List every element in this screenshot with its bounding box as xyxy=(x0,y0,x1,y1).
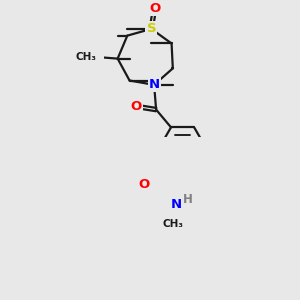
Text: N: N xyxy=(171,198,182,211)
Text: O: O xyxy=(130,100,142,113)
Text: CH₃: CH₃ xyxy=(76,52,97,62)
Text: N: N xyxy=(148,78,160,92)
Text: H: H xyxy=(183,193,193,206)
Text: S: S xyxy=(146,22,156,35)
Text: CH₃: CH₃ xyxy=(163,219,184,229)
Text: O: O xyxy=(149,2,160,15)
Text: O: O xyxy=(139,178,150,191)
